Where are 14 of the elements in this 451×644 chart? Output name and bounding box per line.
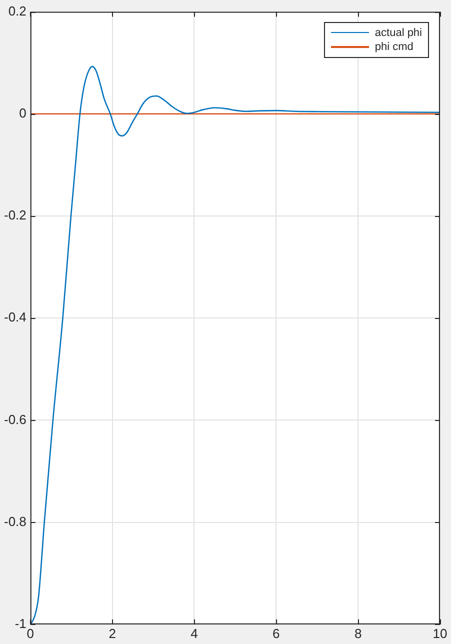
- y-tick-label: -0.2: [4, 208, 26, 223]
- legend-label: phi cmd: [374, 40, 414, 54]
- y-tick-label: 0: [19, 105, 26, 120]
- x-tick-label: 6: [272, 626, 280, 641]
- x-tick-label: 8: [354, 626, 362, 641]
- y-tick-label: -0.4: [4, 310, 26, 325]
- y-tick-label: -0.8: [4, 514, 26, 529]
- x-tick-label: 4: [190, 626, 198, 641]
- y-tick-label: 0.2: [8, 3, 26, 18]
- y-tick-label: -0.6: [4, 412, 26, 427]
- x-tick-label: 2: [108, 626, 116, 641]
- y-tick-label: -1: [14, 616, 26, 631]
- legend-label: actual phi: [374, 26, 422, 40]
- x-tick-label: 10: [432, 626, 448, 641]
